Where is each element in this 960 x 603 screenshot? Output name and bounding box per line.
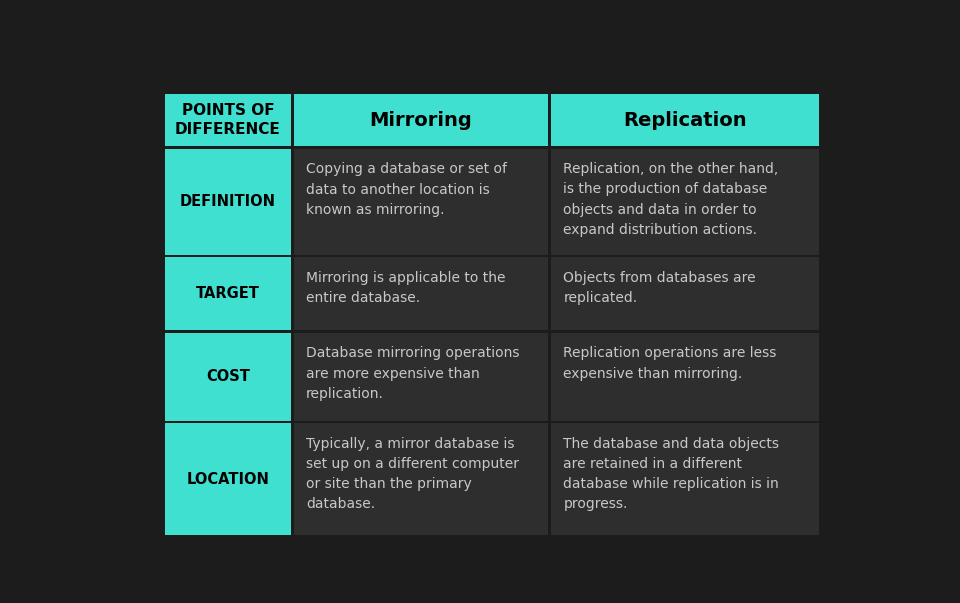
Bar	[165, 257, 291, 330]
Bar	[551, 257, 819, 330]
Bar	[165, 423, 291, 535]
Bar	[294, 423, 548, 535]
Text: POINTS OF
DIFFERENCE: POINTS OF DIFFERENCE	[175, 103, 280, 137]
Text: Replication operations are less
expensive than mirroring.: Replication operations are less expensiv…	[564, 347, 777, 380]
Bar	[294, 257, 548, 330]
Text: Database mirroring operations
are more expensive than
replication.: Database mirroring operations are more e…	[306, 347, 519, 400]
Text: Typically, a mirror database is
set up on a different computer
or site than the : Typically, a mirror database is set up o…	[306, 437, 519, 511]
Text: Copying a database or set of
data to another location is
known as mirroring.: Copying a database or set of data to ano…	[306, 162, 507, 216]
Text: Objects from databases are
replicated.: Objects from databases are replicated.	[564, 271, 756, 305]
Text: Replication: Replication	[623, 110, 747, 130]
Bar	[551, 423, 819, 535]
Bar	[165, 94, 291, 147]
Text: Mirroring is applicable to the
entire database.: Mirroring is applicable to the entire da…	[306, 271, 506, 305]
Bar	[165, 148, 291, 255]
Text: TARGET: TARGET	[196, 286, 260, 302]
Bar	[294, 333, 548, 421]
Text: Mirroring: Mirroring	[370, 110, 472, 130]
Bar	[551, 148, 819, 255]
Bar	[551, 333, 819, 421]
Text: COST: COST	[205, 370, 250, 384]
Text: The database and data objects
are retained in a different
database while replica: The database and data objects are retain…	[564, 437, 780, 511]
Text: LOCATION: LOCATION	[186, 472, 269, 487]
Bar	[551, 94, 819, 147]
Bar	[294, 148, 548, 255]
Bar	[165, 333, 291, 421]
Text: Replication, on the other hand,
is the production of database
objects and data i: Replication, on the other hand, is the p…	[564, 162, 779, 236]
Bar	[294, 94, 548, 147]
Text: DEFINITION: DEFINITION	[180, 194, 276, 209]
